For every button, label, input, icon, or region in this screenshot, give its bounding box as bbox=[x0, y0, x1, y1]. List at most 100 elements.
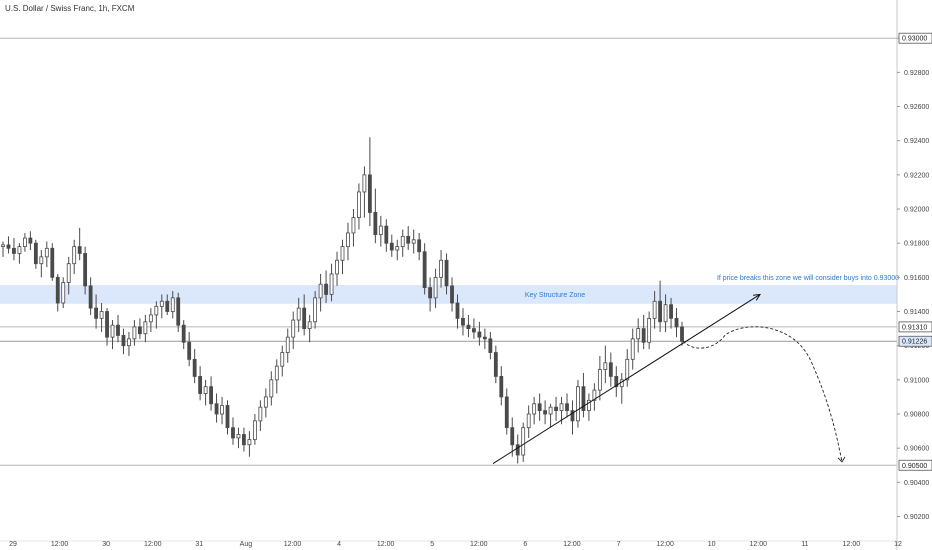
candle-body bbox=[428, 287, 433, 299]
candle-body bbox=[472, 328, 476, 333]
candle-body bbox=[576, 386, 580, 422]
candle-body bbox=[12, 247, 16, 254]
candle-body bbox=[570, 410, 575, 422]
candle-body bbox=[400, 235, 405, 248]
trendline-arrowhead bbox=[752, 293, 761, 301]
time-axis[interactable]: 29 12:00 30 12:00 31 Aug 12:00 4 12:00 5 12:00 6 12:… bbox=[9, 541, 902, 548]
candle-body bbox=[641, 328, 646, 343]
candle-body bbox=[625, 358, 630, 381]
candle-body bbox=[532, 403, 537, 415]
candle-body bbox=[198, 376, 203, 394]
candle-body bbox=[110, 324, 115, 338]
price-tag-box bbox=[898, 321, 932, 333]
candle-body bbox=[269, 379, 274, 398]
candle-body bbox=[77, 246, 82, 254]
candle-body bbox=[340, 246, 345, 261]
candle-body bbox=[329, 273, 334, 295]
candle-body bbox=[543, 410, 548, 415]
candle-body bbox=[346, 232, 350, 248]
y-tick-label: 0.92600 bbox=[904, 104, 929, 111]
y-tick-label: 0.92800 bbox=[904, 70, 929, 77]
candle-body bbox=[231, 427, 235, 439]
candle-body bbox=[515, 444, 520, 456]
candle-body bbox=[324, 283, 328, 295]
candle-body bbox=[127, 338, 131, 347]
candle-body bbox=[165, 300, 170, 312]
projection-path bbox=[682, 326, 843, 462]
breakout-annotation: If price breaks this zone we will consid… bbox=[717, 275, 899, 282]
x-tick-label: 12:00 bbox=[377, 541, 395, 548]
y-tick-label: 0.90200 bbox=[904, 514, 929, 521]
candle-body bbox=[351, 217, 356, 234]
candle-body bbox=[88, 285, 93, 309]
y-tick-label: 0.90800 bbox=[904, 412, 929, 419]
y-tick-label: 0.91000 bbox=[904, 377, 929, 384]
key-structure-zone-label: Key Structure Zone bbox=[525, 292, 585, 299]
candle-body bbox=[187, 341, 192, 360]
candle-body bbox=[630, 338, 635, 360]
candle-body bbox=[647, 317, 652, 343]
candle-body bbox=[592, 389, 597, 401]
candle-body bbox=[121, 335, 126, 347]
y-tick-label: 0.91800 bbox=[904, 241, 929, 248]
candle-body bbox=[55, 276, 60, 304]
candle-body bbox=[439, 259, 443, 278]
candle-body bbox=[450, 285, 454, 304]
y-tick-label: 0.90400 bbox=[904, 480, 929, 487]
candle-body bbox=[1, 244, 5, 248]
candle-body bbox=[6, 244, 11, 249]
candle-body bbox=[116, 324, 120, 336]
candle-body bbox=[663, 304, 668, 323]
candle-body bbox=[280, 352, 285, 367]
candle-body bbox=[367, 174, 372, 213]
candle-body bbox=[493, 352, 498, 377]
candle-body bbox=[302, 307, 307, 330]
candle-body bbox=[362, 174, 367, 193]
candle-body bbox=[526, 413, 531, 429]
candle-body bbox=[225, 405, 230, 429]
candle-body bbox=[66, 263, 71, 283]
candle-body bbox=[285, 336, 290, 353]
candle-body bbox=[488, 338, 493, 353]
candle-body bbox=[247, 439, 252, 446]
trendline bbox=[492, 294, 761, 464]
candle-body bbox=[209, 386, 213, 405]
candle-body bbox=[482, 336, 487, 340]
y-tick-label: 0.91600 bbox=[904, 275, 929, 282]
candle-body bbox=[236, 434, 241, 439]
candle-body bbox=[39, 256, 44, 265]
candle-body bbox=[554, 406, 558, 411]
candle-body bbox=[658, 300, 663, 323]
candle-body bbox=[99, 311, 104, 319]
price-tag-label: 0.91226 bbox=[902, 339, 927, 346]
candle-body bbox=[510, 427, 515, 446]
candle-body bbox=[214, 403, 219, 415]
x-tick-label: 12:00 bbox=[144, 541, 162, 548]
candle-body bbox=[378, 225, 383, 236]
candle-body bbox=[291, 319, 296, 338]
candle-body bbox=[614, 376, 619, 388]
price-tag-label: 0.91310 bbox=[902, 324, 927, 331]
candle-body bbox=[50, 247, 55, 278]
candle-body bbox=[587, 399, 591, 411]
candle-body bbox=[307, 321, 312, 329]
price-tag-box bbox=[898, 459, 932, 471]
key-structure-zone bbox=[0, 285, 897, 304]
price-tag-box bbox=[898, 335, 932, 347]
y-tick-label: 0.92400 bbox=[904, 138, 929, 145]
candle-body bbox=[192, 358, 197, 377]
x-tick-label: 6 bbox=[523, 541, 527, 548]
candle-body bbox=[44, 247, 49, 258]
price-tag-label: 0.90500 bbox=[902, 463, 927, 470]
candle-body bbox=[94, 307, 98, 319]
candle-body bbox=[559, 403, 564, 411]
candle-body bbox=[581, 386, 586, 411]
candle-body bbox=[455, 302, 460, 319]
x-tick-label: 7 bbox=[617, 541, 621, 548]
candle-body bbox=[417, 239, 422, 253]
projection-arrowhead bbox=[837, 456, 846, 463]
candle-body bbox=[181, 324, 186, 343]
x-tick-label: 12:00 bbox=[656, 541, 674, 548]
